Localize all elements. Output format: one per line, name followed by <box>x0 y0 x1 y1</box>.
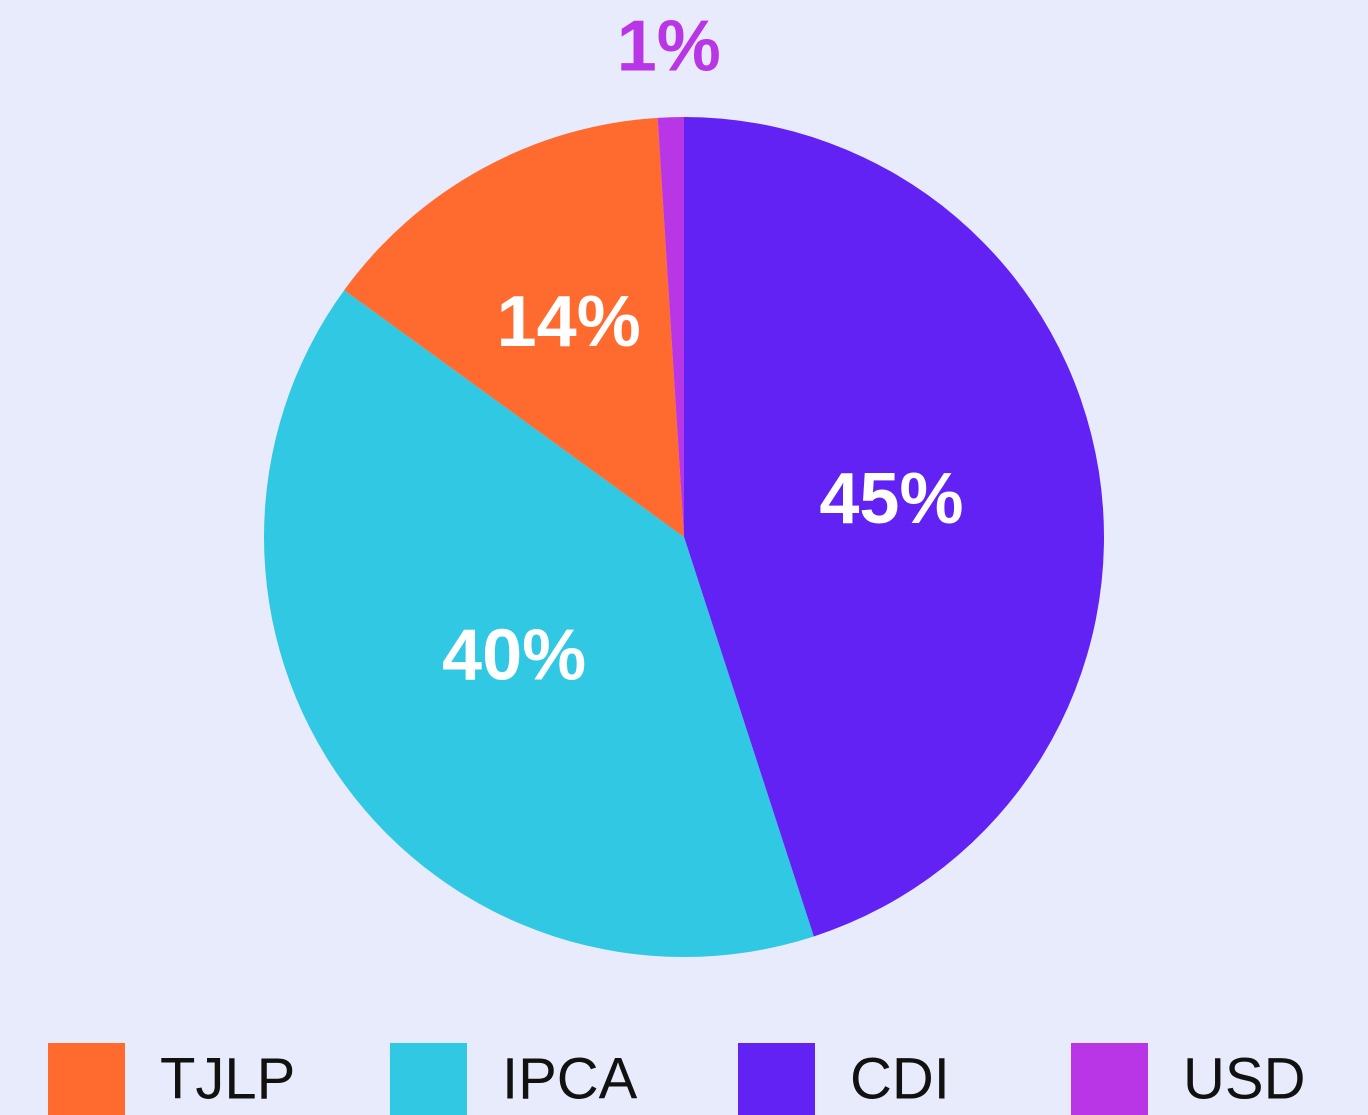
legend-label: IPCA <box>502 1046 638 1111</box>
legend-swatch <box>390 1043 467 1115</box>
legend-label: CDI <box>850 1046 950 1111</box>
data-label: 45% <box>819 459 963 539</box>
legend-swatch <box>1071 1043 1148 1115</box>
legend-label: USD <box>1183 1046 1305 1111</box>
pie-slice <box>684 117 1105 937</box>
data-label: 40% <box>442 615 586 695</box>
legend-swatch <box>738 1043 815 1115</box>
pie-slice <box>657 117 684 537</box>
data-label: 1% <box>617 6 721 86</box>
pie-slice <box>263 290 814 958</box>
legend-label: TJLP <box>160 1046 295 1111</box>
pie-slice <box>344 117 684 538</box>
data-label: 14% <box>497 282 641 362</box>
legend-swatch <box>48 1043 125 1115</box>
